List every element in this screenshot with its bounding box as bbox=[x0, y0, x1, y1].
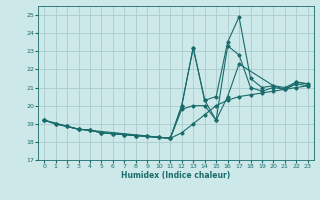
X-axis label: Humidex (Indice chaleur): Humidex (Indice chaleur) bbox=[121, 171, 231, 180]
